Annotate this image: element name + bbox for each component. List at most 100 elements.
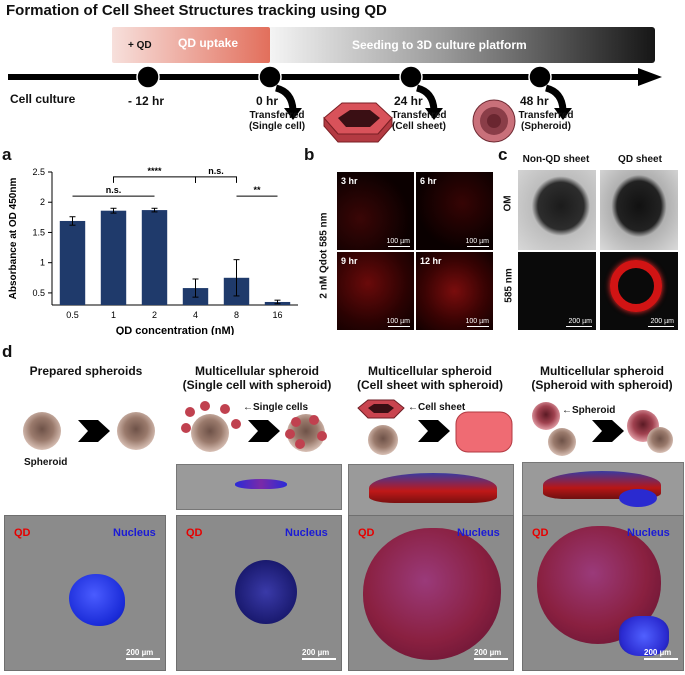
significance-bracket <box>113 176 196 183</box>
spheroid-drawing <box>548 428 576 456</box>
spheroid-drawing <box>117 412 155 450</box>
nucleus-label: Nucleus <box>457 527 500 539</box>
x-tick-label: 4 <box>193 310 198 320</box>
transfer-arrowhead <box>554 108 572 120</box>
significance-bracket <box>195 176 237 183</box>
x-tick-label: 1 <box>111 310 116 320</box>
y-tick-label: 2.5 <box>32 167 45 177</box>
confocal-side-view <box>176 464 342 510</box>
scale-bar: 200 µm <box>644 648 678 660</box>
transfer-note: Transferred (Single cell) <box>248 110 306 132</box>
panel-letter: d <box>2 342 13 361</box>
qd-label: QD <box>358 527 375 539</box>
tile-label: 6 hr <box>420 176 437 186</box>
confocal-side-view <box>348 464 514 520</box>
timepoint-marker <box>258 65 282 89</box>
spheroid-drawing <box>647 427 673 453</box>
om-image <box>600 170 678 250</box>
transfer-arrowhead <box>284 108 302 120</box>
confocal-view <box>4 515 166 671</box>
seeding-band <box>270 27 655 63</box>
column-header: Non-QD sheet <box>522 154 590 165</box>
scale-bar: 200 µm <box>648 318 674 327</box>
single-cell-drawing <box>181 423 191 433</box>
single-cell-drawing <box>200 401 210 411</box>
y-tick-label: 1.5 <box>32 227 45 237</box>
column-title: Multicellular spheroid (Single cell with… <box>182 364 332 392</box>
side-label: 2 nM Qdot 585 nm <box>318 212 330 299</box>
transfer-arrow <box>415 84 438 111</box>
column-title: Multicellular spheroid (Spheroid with sp… <box>531 364 673 392</box>
qd-label: QD <box>14 527 31 539</box>
column-title: Prepared spheroids <box>29 364 143 378</box>
bar <box>59 220 86 305</box>
transfer-note: Transferred (Spheroid) <box>518 110 574 132</box>
spheroid-drawing <box>23 412 61 450</box>
significance-label: n.s. <box>208 166 224 176</box>
microscopy-tile: 3 hr 100 µm <box>337 172 414 250</box>
tile-label: 9 hr <box>341 256 358 266</box>
process-arrow <box>418 420 450 442</box>
scale-bar: 100 µm <box>386 318 410 327</box>
single-cell-drawing <box>220 404 230 414</box>
confocal-side-view <box>522 462 684 520</box>
qd-add-label: + QD <box>128 40 152 51</box>
single-cell-drawing <box>231 419 241 429</box>
panel-letter: c <box>498 145 508 164</box>
qd-uptake-label: QD uptake <box>178 36 239 50</box>
spheroid-drawing <box>191 414 229 452</box>
nucleus-label: Nucleus <box>113 527 156 539</box>
timeline-arrowhead <box>638 68 662 86</box>
timeline-axis <box>8 65 662 120</box>
confocal-view <box>176 515 342 671</box>
time-label: 0 hr <box>256 94 279 108</box>
timepoint-marker <box>528 65 552 89</box>
qd-uptake-band <box>112 27 270 63</box>
panel-letter: a <box>2 145 12 164</box>
column-header: QD sheet <box>618 154 662 165</box>
transfer-arrow <box>274 84 297 111</box>
cell-culture-label: Cell culture <box>10 92 76 106</box>
y-tick-label: 1 <box>40 258 45 268</box>
x-tick-label: 2 <box>152 310 157 320</box>
tile-label: 12 hr <box>420 256 442 266</box>
figure-title: Formation of Cell Sheet Structures track… <box>6 2 387 19</box>
microscopy-grid: 3 hr 100 µm 6 hr 100 µm 9 hr 100 µm 12 h… <box>337 172 493 330</box>
tile-label: 3 hr <box>341 176 358 186</box>
timepoint-marker <box>136 65 160 89</box>
timepoint-marker <box>399 65 423 89</box>
y-tick-label: 0.5 <box>32 288 45 298</box>
schematic-row <box>23 399 673 456</box>
x-axis-label: QD concentration (nM) <box>116 325 235 335</box>
x-tick-label: 0.5 <box>66 310 79 320</box>
significance-label: n.s. <box>106 185 122 195</box>
process-arrow <box>78 420 110 442</box>
time-label: 24 hr <box>394 94 423 108</box>
time-label: 48 hr <box>520 94 549 108</box>
column-title: Multicellular spheroid (Cell sheet with … <box>356 364 503 392</box>
single-cell-drawing <box>185 407 195 417</box>
covered-spheroid-drawing <box>455 411 513 453</box>
bar-chart: 0.5 1 1.5 2 2.5 0.5 1 2 4 8 16 n.s. **** n.s. ** Absorb… <box>8 166 298 335</box>
scale-bar: 200 µm <box>474 648 508 660</box>
x-tick-label: 16 <box>272 310 282 320</box>
confocal-view <box>522 515 684 671</box>
row-label: 585 nm <box>503 268 515 303</box>
row-label: OM <box>502 195 514 212</box>
transfer-arrow <box>544 84 567 111</box>
nucleus-label: Nucleus <box>627 527 670 539</box>
bar <box>100 210 127 305</box>
microscopy-tile: 12 hr 100 µm <box>416 252 493 330</box>
cell-sheet-icon <box>323 102 393 143</box>
time-label: - 12 hr <box>128 94 165 108</box>
scale-bar: 200 µm <box>566 318 592 327</box>
significance-label: **** <box>147 166 162 176</box>
bar <box>141 210 168 305</box>
transfer-arrowhead <box>425 108 443 120</box>
scale-bar: 200 µm <box>302 648 336 660</box>
spheroid-drawing <box>368 425 398 455</box>
process-arrow <box>248 420 280 442</box>
callout-label: ←Spheroid <box>562 405 616 416</box>
significance-label: ** <box>253 185 261 195</box>
spheroid-drawing <box>532 402 560 430</box>
